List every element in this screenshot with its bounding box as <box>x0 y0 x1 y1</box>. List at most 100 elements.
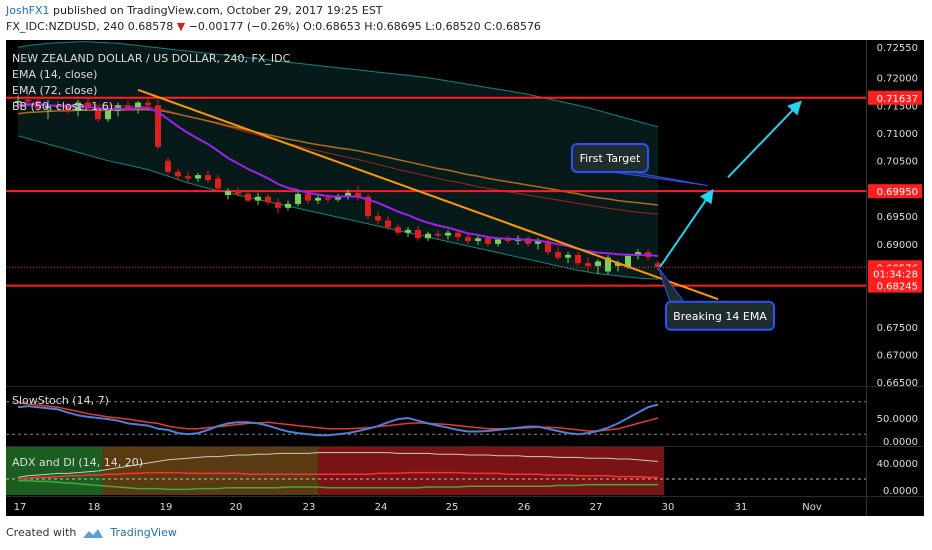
y-tick-label: 0.71000 <box>877 129 918 140</box>
x-tick-label: 31 <box>735 502 748 513</box>
ema14-line <box>17 103 659 257</box>
last-price-text: 0.68578 <box>127 20 174 33</box>
author-link[interactable]: JoshFX1 <box>6 4 50 17</box>
symbol-line: FX_IDC:NZDUSD, 240 0.68578 ▼ −0.00177 (−… <box>6 20 541 33</box>
stoch-k-line <box>17 403 659 437</box>
price-tag <box>868 184 922 199</box>
pane-divider <box>6 386 924 387</box>
candle-body <box>605 257 611 272</box>
candle-body <box>595 261 601 266</box>
candle-body <box>465 237 471 242</box>
adx-line <box>17 452 659 478</box>
chart-area[interactable]: NEW ZEALAND DOLLAR / US DOLLAR, 240, FX_… <box>6 40 924 516</box>
candle-body <box>45 105 51 109</box>
adx-pane <box>6 447 866 495</box>
candle-body <box>165 160 171 172</box>
adx-tick-label: 0.0000 <box>883 486 918 497</box>
candle-body <box>15 100 21 103</box>
candle-body <box>445 232 451 236</box>
chart-title: NEW ZEALAND DOLLAR / US DOLLAR, 240, FX_… <box>12 52 291 65</box>
legend-ema72: EMA (72, close) <box>12 84 97 97</box>
candle-body <box>565 254 571 258</box>
x-tick-label: 24 <box>375 502 388 513</box>
symbol-text: FX_IDC:NZDUSD, 240 <box>6 20 125 33</box>
ohlc-text: O:0.68653 H:0.68695 L:0.68520 C:0.68576 <box>303 20 541 33</box>
di-minus-line <box>17 471 658 480</box>
chart-svg[interactable]: NEW ZEALAND DOLLAR / US DOLLAR, 240, FX_… <box>6 40 924 516</box>
y-tick-label: 0.67500 <box>877 323 918 334</box>
stoch-pane <box>6 401 866 437</box>
x-tick-label: 27 <box>590 502 603 513</box>
candle-body <box>305 193 311 201</box>
candle-body <box>315 197 321 201</box>
candle-body <box>85 102 91 109</box>
x-tick-label: Nov <box>802 502 822 513</box>
callout-first-target: First Target <box>580 152 641 165</box>
stoch-tick-label: 50.0000 <box>877 414 918 425</box>
tradingview-logo-icon <box>83 528 104 538</box>
candle-body <box>65 106 71 111</box>
candle-body <box>375 216 381 221</box>
main-pane <box>6 40 924 516</box>
y-tick-label: 0.70500 <box>877 157 918 168</box>
footer: Created with TradingView <box>6 526 177 539</box>
axes: NEW ZEALAND DOLLAR / US DOLLAR, 240, FX_… <box>12 43 922 513</box>
candle-body <box>185 176 191 179</box>
candle-body <box>345 192 351 197</box>
candle-body <box>225 191 231 196</box>
candle-body <box>615 262 621 266</box>
adx-legend: ADX and DI (14, 14, 20) <box>12 456 143 469</box>
candle-body <box>365 196 371 217</box>
candle-body <box>205 175 211 181</box>
bb-lower-line <box>17 135 659 280</box>
x-tick-label: 20 <box>230 502 243 513</box>
projection-arrow <box>727 100 802 179</box>
adx-bg-green <box>6 447 102 495</box>
stoch-d-line <box>17 402 659 432</box>
candle-body <box>505 239 511 242</box>
candle-body <box>275 202 281 208</box>
candle-body <box>325 197 331 200</box>
candle-body <box>495 239 501 244</box>
candle-body <box>395 227 401 233</box>
price-tag <box>868 266 922 281</box>
callout-box <box>571 142 649 173</box>
candle-body <box>265 196 271 203</box>
candle-body <box>245 193 251 201</box>
legend-bb: BB (50, close, 1.6) <box>12 100 113 113</box>
candle-body <box>585 263 591 266</box>
candle-body <box>145 102 151 106</box>
candle-body <box>625 255 631 268</box>
candle-body <box>455 232 461 238</box>
y-tick-label: 0.71500 <box>877 101 918 112</box>
candle-body <box>135 102 141 109</box>
candle-body <box>285 203 291 208</box>
price-tag-label: 0.68245 <box>877 282 918 293</box>
candle-body <box>105 110 111 120</box>
pane-divider <box>6 446 924 447</box>
candle-body <box>485 238 491 244</box>
bb-basis-line <box>17 104 659 215</box>
candle-body <box>425 233 431 239</box>
price-tag-label: 0.71637 <box>877 94 918 105</box>
candle-body <box>475 238 481 242</box>
candle-body <box>235 191 241 194</box>
price-tag-label: 0.69950 <box>877 187 918 198</box>
x-tick-label: 19 <box>160 502 173 513</box>
y-tick-label: 0.72000 <box>877 74 918 85</box>
callout-box <box>665 300 775 331</box>
price-tag-label: 01:34:28 <box>873 270 918 281</box>
candle-body <box>295 193 301 204</box>
y-tick-label: 0.66500 <box>877 378 918 389</box>
x-tick-label: 23 <box>303 502 316 513</box>
change-text: −0.00177 (−0.26%) <box>188 20 300 33</box>
candle-body <box>175 171 181 177</box>
pane-divider <box>6 496 924 497</box>
tradingview-link[interactable]: TradingView <box>110 526 177 539</box>
adx-tick-label: 40.0000 <box>877 459 918 470</box>
x-tick-label: 26 <box>518 502 531 513</box>
candle-body <box>355 192 361 197</box>
callout-breaking-ema: Breaking 14 EMA <box>673 310 767 323</box>
down-arrow-icon: ▼ <box>176 20 186 33</box>
candle-body <box>215 178 221 189</box>
